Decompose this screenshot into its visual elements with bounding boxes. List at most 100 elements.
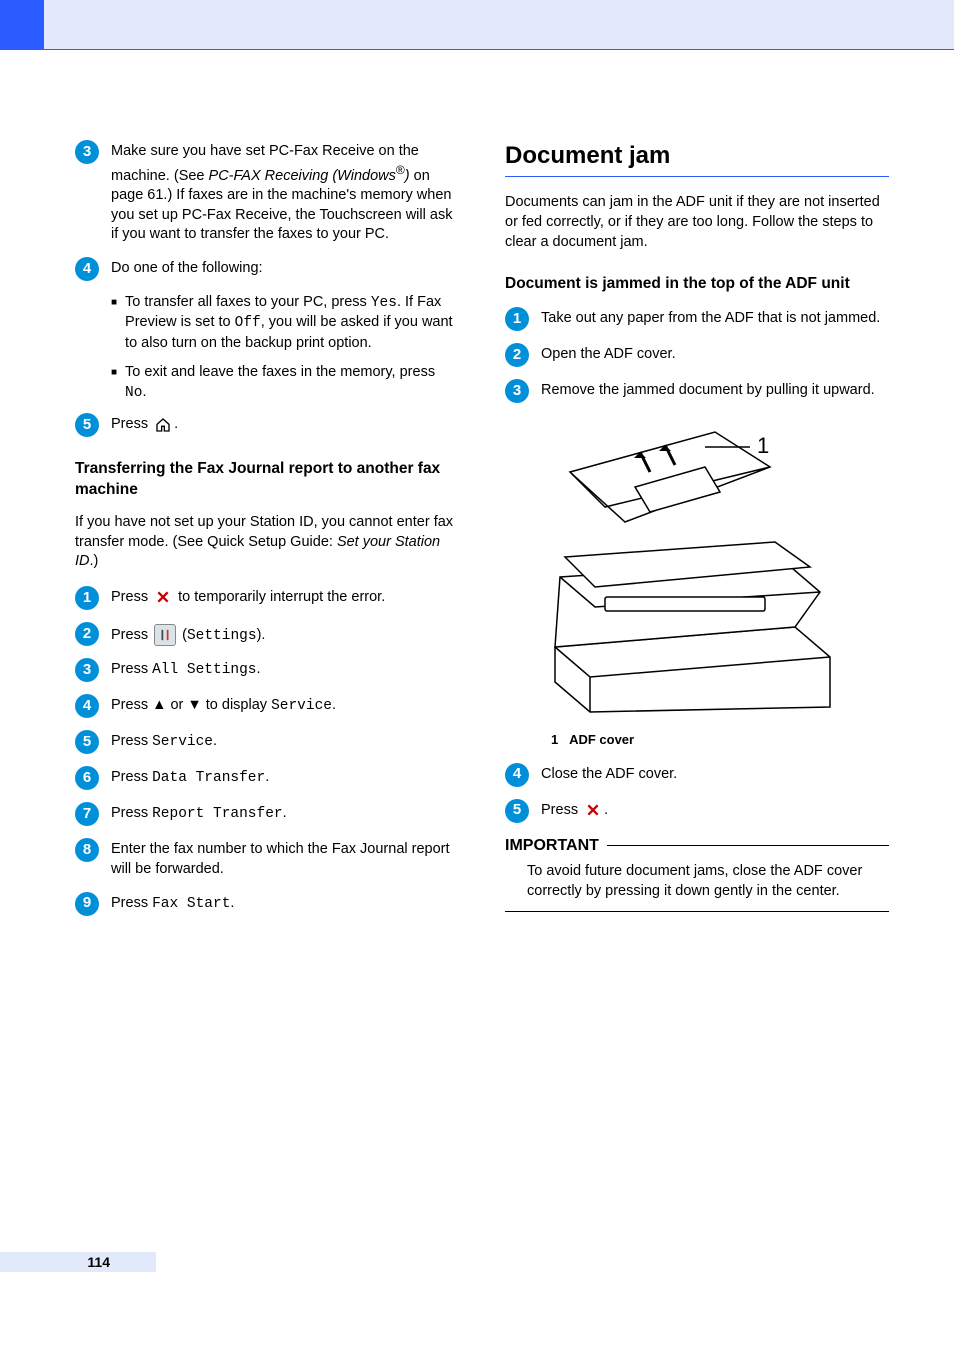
- text: Press: [111, 661, 152, 677]
- subsection-heading: Transferring the Fax Journal report to a…: [75, 459, 459, 501]
- mono-text: All Settings: [152, 662, 256, 678]
- mono-text: Off: [235, 315, 261, 331]
- heading-underline: [505, 176, 889, 177]
- text: .: [213, 733, 217, 749]
- text: Enter the fax number to which the Fax Jo…: [111, 838, 459, 879]
- right-step-5: 5 Press .: [505, 799, 889, 823]
- step-badge: 2: [505, 343, 529, 367]
- right-step-3: 3 Remove the jammed document by pulling …: [505, 379, 889, 403]
- step-badge: 4: [75, 694, 99, 718]
- mono-text: Service: [271, 698, 332, 714]
- main-content: 3 Make sure you have set PC-Fax Receive …: [75, 140, 889, 928]
- cancel-x-icon: [584, 801, 602, 819]
- text: Press ▲ or ▼ to display: [111, 697, 271, 713]
- text: Press: [111, 769, 152, 785]
- text: Close the ADF cover.: [541, 763, 889, 785]
- side-tab: [0, 0, 44, 50]
- left-step-5: 5 Press .: [75, 413, 459, 437]
- mono-text: Report Transfer: [152, 806, 283, 822]
- text: (: [178, 627, 187, 643]
- home-icon: [154, 416, 172, 434]
- reg-mark: ®: [396, 163, 405, 177]
- step-badge: 9: [75, 892, 99, 916]
- journal-step-5: 5 Press Service.: [75, 730, 459, 754]
- step-badge: 2: [75, 622, 99, 646]
- text: Do one of the following:: [111, 257, 459, 279]
- step-badge: 4: [505, 763, 529, 787]
- journal-step-1: 1 Press to temporarily interrupt the err…: [75, 586, 459, 610]
- left-step-4: 4 Do one of the following:: [75, 257, 459, 281]
- step-badge: 3: [505, 379, 529, 403]
- text: Press: [541, 802, 582, 818]
- mono-text: Data Transfer: [152, 770, 265, 786]
- text: .: [265, 769, 269, 785]
- step-badge: 6: [75, 766, 99, 790]
- journal-step-4: 4 Press ▲ or ▼ to display Service.: [75, 694, 459, 718]
- subsection-heading: Document is jammed in the top of the ADF…: [505, 274, 889, 295]
- text: .: [174, 416, 178, 432]
- text: to temporarily interrupt the error.: [174, 589, 385, 605]
- step-badge: 5: [75, 730, 99, 754]
- page-number: 114: [0, 1252, 156, 1272]
- text: .: [257, 661, 261, 677]
- mono-text: No: [125, 385, 142, 401]
- important-label: IMPORTANT: [505, 835, 599, 857]
- text: Press: [111, 733, 152, 749]
- journal-step-7: 7 Press Report Transfer.: [75, 802, 459, 826]
- step-badge: 7: [75, 802, 99, 826]
- text-italic: PC-FAX Receiving (Windows: [209, 167, 396, 183]
- text: To exit and leave the faxes in the memor…: [125, 364, 435, 380]
- step-badge: 4: [75, 257, 99, 281]
- journal-step-6: 6 Press Data Transfer.: [75, 766, 459, 790]
- mono-text: Service: [152, 734, 213, 750]
- text: ).: [257, 627, 266, 643]
- diagram-callout-label: 1: [757, 433, 769, 458]
- step-badge: 3: [75, 140, 99, 164]
- step-badge: 8: [75, 838, 99, 862]
- header-band: [44, 0, 954, 50]
- right-step-2: 2 Open the ADF cover.: [505, 343, 889, 367]
- journal-step-9: 9 Press Fax Start.: [75, 892, 459, 916]
- printer-diagram: 1: [535, 417, 845, 717]
- bullet-item: To exit and leave the faxes in the memor…: [111, 363, 459, 403]
- text: Press: [111, 416, 152, 432]
- mono-text: Fax Start: [152, 896, 230, 912]
- journal-step-8: 8 Enter the fax number to which the Fax …: [75, 838, 459, 879]
- step-badge: 5: [75, 413, 99, 437]
- mono-text: Yes: [371, 295, 397, 311]
- text: .): [90, 553, 99, 569]
- diagram-caption: 1 ADF cover: [551, 731, 889, 749]
- bullet-item: To transfer all faxes to your PC, press …: [111, 293, 459, 354]
- text: Press: [111, 895, 152, 911]
- text: Press: [111, 805, 152, 821]
- text: .: [230, 895, 234, 911]
- right-step-4: 4 Close the ADF cover.: [505, 763, 889, 787]
- settings-tools-icon: [154, 624, 176, 646]
- right-column: Document jam Documents can jam in the AD…: [505, 140, 889, 928]
- journal-step-2: 2 Press (Settings).: [75, 622, 459, 646]
- left-column: 3 Make sure you have set PC-Fax Receive …: [75, 140, 459, 928]
- cancel-x-icon: [154, 588, 172, 606]
- left-step-3: 3 Make sure you have set PC-Fax Receive …: [75, 140, 459, 245]
- text: Take out any paper from the ADF that is …: [541, 307, 889, 329]
- step-badge: 1: [505, 307, 529, 331]
- text: .: [332, 697, 336, 713]
- section-heading: Document jam: [505, 140, 889, 172]
- text: To transfer all faxes to your PC, press: [125, 294, 371, 310]
- text: Remove the jammed document by pulling it…: [541, 379, 889, 401]
- important-text: To avoid future document jams, close the…: [505, 856, 889, 912]
- intro-paragraph: Documents can jam in the ADF unit if the…: [505, 193, 889, 252]
- journal-step-3: 3 Press All Settings.: [75, 658, 459, 682]
- text: .: [142, 384, 146, 400]
- text: .: [283, 805, 287, 821]
- text: Press: [111, 627, 152, 643]
- important-block: IMPORTANT To avoid future document jams,…: [505, 835, 889, 913]
- text: Open the ADF cover.: [541, 343, 889, 365]
- text: Press: [111, 589, 152, 605]
- mono-text: Settings: [187, 628, 257, 644]
- step-badge: 5: [505, 799, 529, 823]
- step-badge: 1: [75, 586, 99, 610]
- step-badge: 3: [75, 658, 99, 682]
- text: .: [604, 802, 608, 818]
- right-step-1: 1 Take out any paper from the ADF that i…: [505, 307, 889, 331]
